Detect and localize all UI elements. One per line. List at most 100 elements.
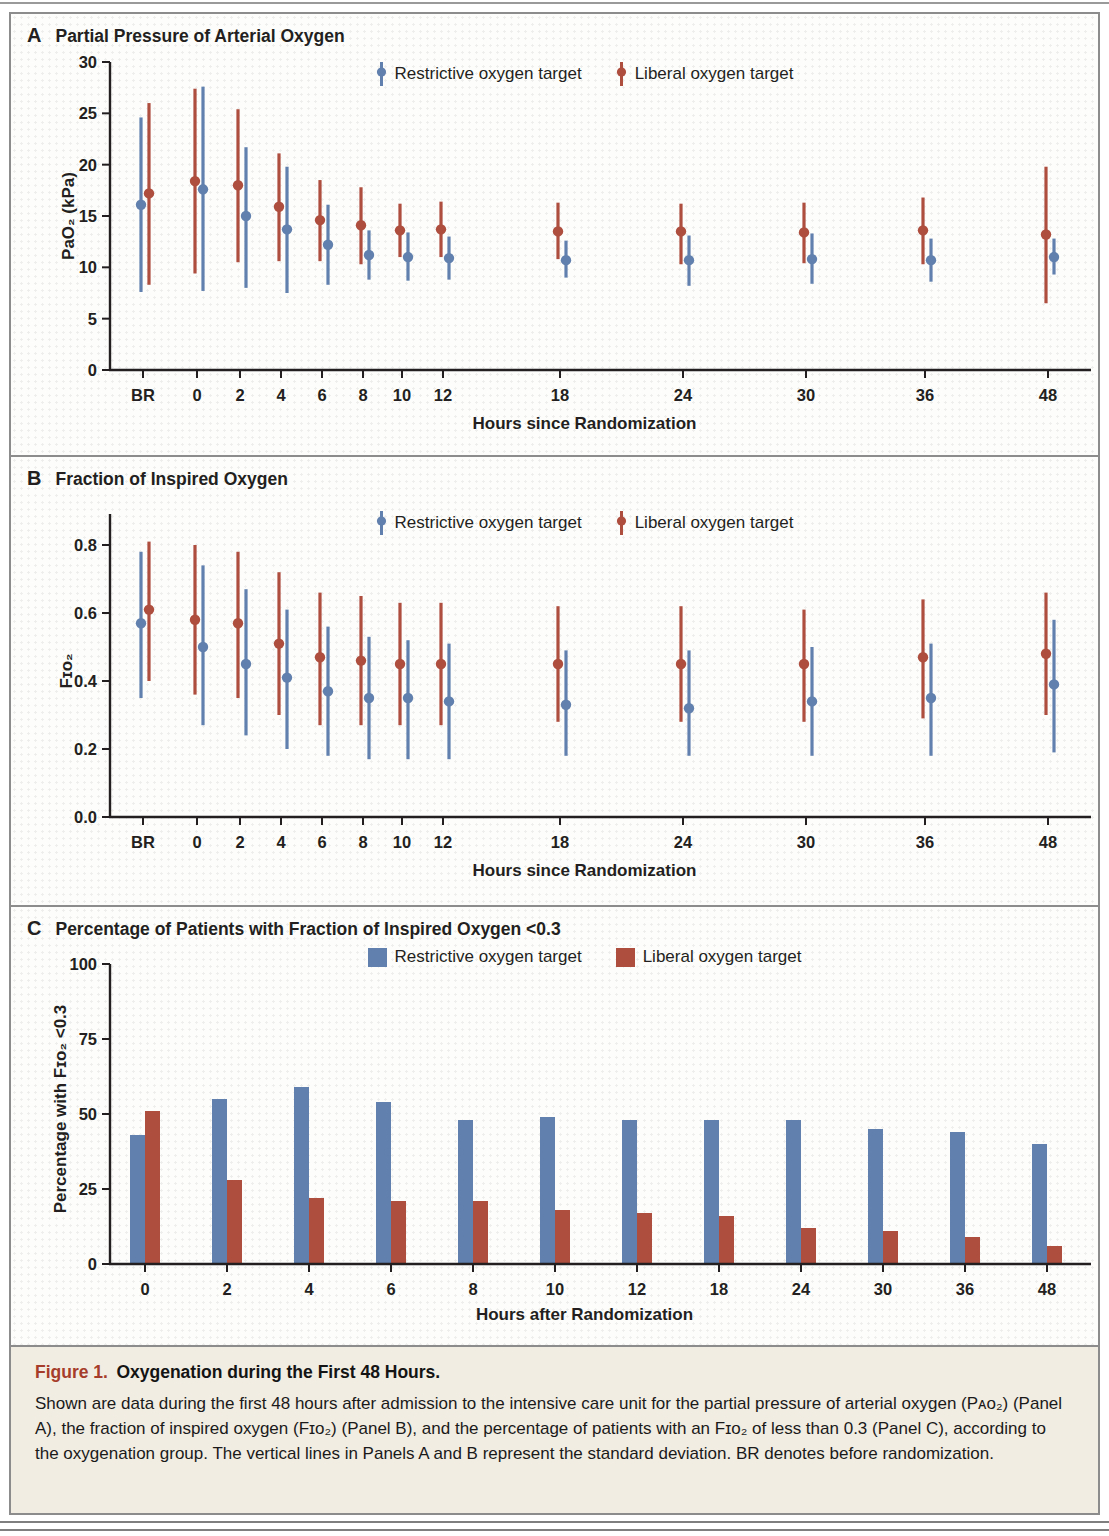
panel-a-x-axis-title: Hours since Randomization [71,414,1098,434]
mean-dot-restrictive [1049,252,1059,262]
y-tick-label: 5 [88,310,97,328]
panel-c-name: Percentage of Patients with Fraction of … [55,919,560,939]
y-tick-label: 0.6 [74,604,97,622]
x-tick-label: 0 [140,1280,149,1298]
y-tick-label: 20 [79,156,97,174]
y-tick-label: 75 [79,1030,97,1048]
legend-label: Restrictive oxygen target [395,947,582,967]
panel-b-title: BFraction of Inspired Oxygen [27,467,288,490]
x-tick-label: BR [131,833,155,851]
bar-restrictive [376,1102,391,1264]
mean-dot-liberal [799,227,809,237]
mean-dot-liberal [553,659,563,669]
panel-a-title: APartial Pressure of Arterial Oxygen [27,24,345,47]
mean-dot-restrictive [926,255,936,265]
x-tick-label: 18 [551,386,569,404]
x-tick-label: 12 [434,833,452,851]
mean-dot-restrictive [282,224,292,234]
panel-c-y-axis-label: Percentage with Fɪᴏ₂ <0.3 [51,1005,71,1214]
bar-liberal [145,1111,160,1264]
panel-b-x-axis-title: Hours since Randomization [71,861,1098,881]
x-tick-label: 0 [192,833,201,851]
mean-dot-liberal [356,220,366,230]
mean-dot-liberal [436,659,446,669]
y-tick-label: 0 [88,361,97,379]
x-tick-label: 10 [546,1280,564,1298]
x-tick-label: 12 [628,1280,646,1298]
mean-dot-liberal [918,225,928,235]
mean-dot-restrictive [807,254,817,264]
y-tick-label: 25 [79,104,97,122]
y-tick-label: 15 [79,207,97,225]
x-tick-label: 24 [674,386,693,404]
y-tick-label: 10 [79,258,97,276]
panel-c-letter: C [27,917,41,939]
y-tick-label: 0 [88,1255,97,1273]
mean-dot-liberal [274,638,284,648]
legend-item-liberal: Liberal oxygen target [616,509,794,537]
panel-a-legend: Restrictive oxygen target Liberal oxygen… [71,60,1098,88]
errorbar-marker-icon [616,509,627,537]
mean-dot-liberal [1041,649,1051,659]
bottom-page-rule [0,1521,1109,1531]
panel-a-y-axis-label: PaO₂ (kPa) [59,172,79,260]
x-tick-label: 6 [317,833,326,851]
x-tick-label: 4 [276,386,286,404]
bar-restrictive [786,1120,801,1264]
bar-liberal [637,1213,652,1264]
x-tick-label: 8 [358,386,367,404]
mean-dot-restrictive [198,184,208,194]
panel-b-y-axis-label: Fɪᴏ₂ [57,653,77,688]
x-tick-label: 8 [468,1280,477,1298]
mean-dot-restrictive [364,250,374,260]
mean-dot-restrictive [684,703,694,713]
bar-liberal [801,1228,816,1264]
mean-dot-restrictive [282,672,292,682]
mean-dot-liberal [676,659,686,669]
y-tick-label: 0.0 [74,808,97,826]
mean-dot-liberal [274,202,284,212]
errorbar-marker-icon [616,60,627,88]
bar-liberal [391,1201,406,1264]
mean-dot-restrictive [403,693,413,703]
bar-swatch-icon [368,948,387,967]
mean-dot-liberal [190,176,200,186]
bar-liberal [555,1210,570,1264]
x-tick-label: 2 [235,833,244,851]
legend-label: Restrictive oxygen target [395,513,582,533]
bar-restrictive [704,1120,719,1264]
x-tick-label: 4 [304,1280,314,1298]
x-tick-label: 30 [797,386,815,404]
x-tick-label: 36 [916,833,934,851]
legend-label: Liberal oxygen target [635,64,794,84]
x-tick-label: 8 [358,833,367,851]
legend-item-restrictive: Restrictive oxygen target [368,947,582,967]
bar-restrictive [212,1099,227,1264]
x-tick-label: 10 [393,386,411,404]
mean-dot-liberal [356,655,366,665]
x-tick-label: 18 [551,833,569,851]
x-tick-label: 2 [235,386,244,404]
mean-dot-liberal [315,652,325,662]
mean-dot-restrictive [561,700,571,710]
bar-liberal [309,1198,324,1264]
bar-restrictive [130,1135,145,1264]
x-tick-label: 4 [276,833,286,851]
y-tick-label: 25 [79,1180,97,1198]
bar-swatch-icon [616,948,635,967]
mean-dot-liberal [918,652,928,662]
mean-dot-liberal [395,659,405,669]
errorbar-marker-icon [376,509,387,537]
bar-liberal [473,1201,488,1264]
bar-liberal [883,1231,898,1264]
x-tick-label: BR [131,386,155,404]
panel-a-name: Partial Pressure of Arterial Oxygen [55,26,344,46]
legend-item-liberal: Liberal oxygen target [616,947,802,967]
figure-caption: Figure 1. Oxygenation during the First 4… [11,1345,1098,1513]
x-tick-label: 6 [317,386,326,404]
mean-dot-restrictive [136,618,146,628]
x-tick-label: 36 [916,386,934,404]
x-tick-label: 6 [386,1280,395,1298]
mean-dot-liberal [190,615,200,625]
y-tick-label: 50 [79,1105,97,1123]
